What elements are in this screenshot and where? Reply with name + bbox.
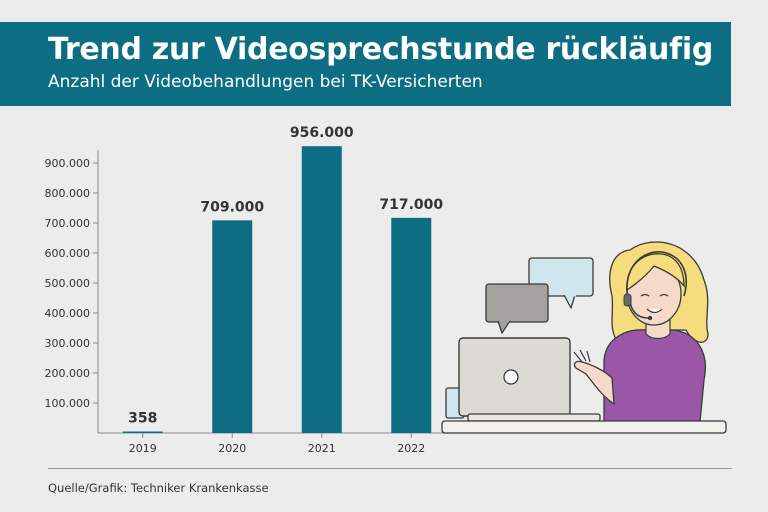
y-tick-label: 900.000 [45,157,91,170]
data-label: 717.000 [379,197,443,213]
x-tick-label: 2020 [218,442,246,455]
y-tick-label: 400.000 [45,307,91,320]
speech-bubble-grey-icon [485,283,549,334]
laptop-icon [458,337,601,422]
bar-2022 [391,217,432,433]
y-tick-label: 600.000 [45,247,91,260]
table-icon [441,420,727,434]
header-banner [0,22,731,106]
shirt-icon [603,329,706,423]
y-tick-label: 300.000 [45,337,91,350]
y-tick-label: 800.000 [45,187,91,200]
chart-subtitle: Anzahl der Videobehandlungen bei TK-Vers… [48,72,483,92]
data-label: 358 [128,411,157,427]
bar-2019 [122,431,163,433]
source-divider [48,468,732,469]
bar-2020 [212,220,253,433]
woman-at-laptop-video-call-illustration [441,241,727,434]
chart-bars: 358 709.000 956.000 717.000 [122,125,443,433]
x-tick-label: 2019 [129,442,157,455]
data-label: 709.000 [200,199,264,215]
bar-2021 [301,146,342,433]
chart-title: Trend zur Videosprechstunde rückläufig [48,32,714,67]
hand-icon [573,360,615,406]
y-tick-label: 200.000 [45,367,91,380]
x-tick-label: 2022 [397,442,425,455]
x-tick-label: 2021 [308,442,336,455]
y-tick-label: 700.000 [45,217,91,230]
chart-axes: 100.000 200.000 300.000 400.000 500.000 600.0… [45,150,456,455]
y-tick-label: 500.000 [45,277,91,290]
source-note: Quelle/Grafik: Techniker Krankenkasse [48,481,269,495]
y-tick-label: 100.000 [45,397,91,410]
data-label: 956.000 [290,125,354,141]
